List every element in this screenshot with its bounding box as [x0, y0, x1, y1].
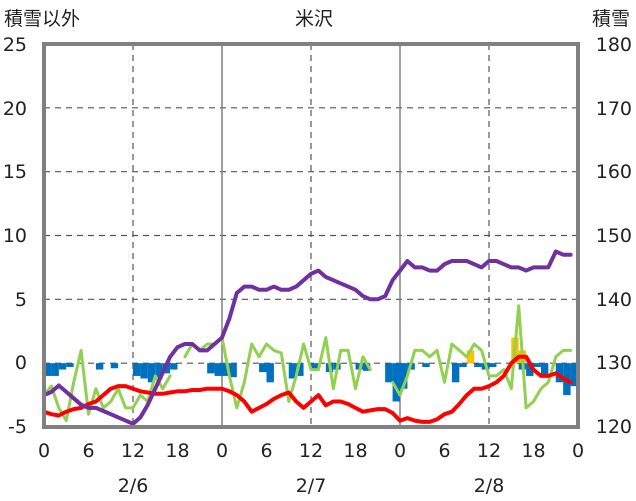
green-series-line	[42, 348, 172, 423]
temperature-series-line	[42, 354, 573, 424]
left-axis-ticks: 25 20 15 10 5 0 -5	[3, 34, 27, 438]
bar	[474, 363, 482, 367]
left-tick-label: 0	[15, 352, 27, 374]
left-tick-label: 20	[3, 98, 27, 120]
series-lines	[42, 249, 573, 426]
right-tick-label: 180	[596, 34, 632, 56]
x-tick-label: 6	[82, 440, 94, 462]
left-tick-label: 15	[3, 161, 27, 183]
bar	[51, 363, 59, 376]
right-tick-label: 140	[596, 289, 632, 311]
x-tick-label: 12	[121, 440, 145, 462]
bar	[44, 363, 52, 376]
bar	[170, 363, 178, 370]
x-tick-label: 0	[572, 440, 584, 462]
right-axis-ticks: 180 170 160 150 140 130 120	[596, 34, 632, 438]
x-tick-label: 0	[394, 440, 406, 462]
bar	[422, 363, 430, 367]
x-axis-ticks: 0 6 12 18 0 6 12 18 0 6 12 18 0	[38, 440, 584, 462]
right-axis-label: 積雪	[592, 8, 630, 30]
date-label: 2/6	[118, 475, 149, 497]
bar	[266, 363, 274, 383]
date-label: 2/7	[296, 475, 327, 497]
x-tick-label: 12	[477, 440, 501, 462]
bar	[133, 363, 141, 376]
bar	[451, 363, 460, 383]
x-tick-label: 0	[38, 440, 50, 462]
left-tick-label: -5	[8, 416, 27, 438]
x-tick-label: 12	[299, 440, 323, 462]
left-tick-label: 25	[3, 34, 27, 56]
bar	[385, 363, 393, 383]
right-tick-label: 160	[596, 161, 632, 183]
bar	[466, 350, 475, 364]
bar	[362, 363, 371, 371]
x-tick-label: 18	[343, 440, 367, 462]
bar	[288, 363, 297, 379]
bar	[533, 363, 541, 367]
right-tick-label: 120	[596, 416, 632, 438]
bar	[311, 363, 319, 370]
bar	[489, 363, 497, 367]
bar	[400, 363, 408, 389]
bar	[229, 363, 237, 378]
bar	[66, 363, 74, 367]
right-tick-label: 150	[596, 225, 632, 247]
bar	[95, 363, 104, 370]
date-label: 2/8	[474, 475, 505, 497]
bar	[147, 363, 156, 383]
right-tick-label: 130	[596, 352, 632, 374]
x-tick-label: 18	[521, 440, 545, 462]
bar	[110, 363, 119, 369]
bar	[207, 363, 215, 374]
snow-depth-series-line	[42, 249, 573, 426]
left-tick-label: 10	[3, 225, 27, 247]
bar	[296, 363, 304, 376]
bar	[140, 363, 148, 379]
bar	[555, 363, 564, 383]
left-tick-label: 5	[15, 289, 27, 311]
bar	[222, 363, 230, 376]
x-tick-label: 6	[438, 440, 450, 462]
bar	[526, 363, 534, 376]
bar	[58, 363, 67, 370]
green-series-line	[391, 304, 573, 410]
bar	[459, 363, 467, 367]
x-tick-label: 0	[216, 440, 228, 462]
bar	[214, 363, 222, 376]
bar	[570, 363, 578, 387]
plot-frame	[42, 42, 580, 429]
x-tick-label: 6	[260, 440, 272, 462]
left-axis-label: 積雪以外	[4, 8, 80, 30]
chart-title: 米沢	[295, 8, 333, 30]
date-labels: 2/6 2/7 2/8	[118, 475, 505, 497]
bar	[259, 363, 267, 373]
bar	[540, 363, 549, 376]
bar	[392, 363, 400, 402]
x-tick-label: 18	[165, 440, 189, 462]
right-tick-label: 170	[596, 98, 632, 120]
bar	[155, 363, 163, 379]
